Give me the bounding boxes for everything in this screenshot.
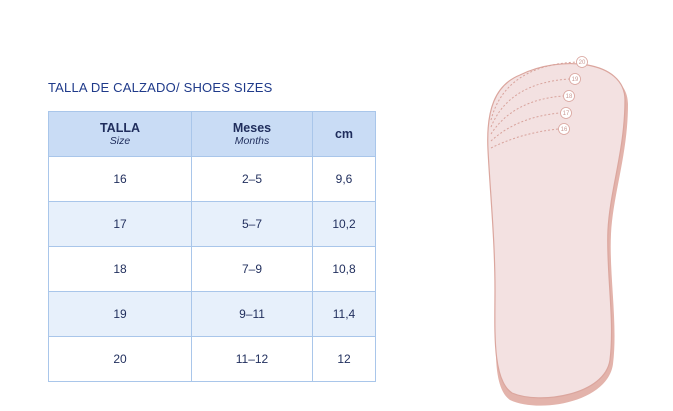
- header-label: cm: [334, 127, 354, 141]
- size-label: 16: [561, 127, 568, 133]
- table-cell: 17: [48, 201, 192, 247]
- table-cell: 10,2: [312, 201, 376, 247]
- header-label: Meses: [232, 121, 272, 135]
- table-row: 19 9–11 11,4: [48, 291, 376, 337]
- title: TALLA DE CALZADO/ SHOES SIZES: [48, 80, 273, 95]
- header-cell: cm: [312, 111, 376, 157]
- table-cell: 19: [48, 291, 192, 337]
- size-outline: [490, 78, 570, 128]
- size-marker: [560, 107, 572, 119]
- table-cell: 11,4: [312, 291, 376, 337]
- size-marker: [569, 73, 581, 85]
- header-sublabel: Size: [109, 135, 131, 147]
- header-row: TALLA Size Meses Months cm: [48, 111, 376, 157]
- size-marker: [563, 90, 575, 102]
- size-marker: [558, 123, 570, 135]
- table-row: 20 11–12 12: [48, 336, 376, 382]
- table-cell: 10,8: [312, 246, 376, 292]
- header-sublabel: Months: [234, 135, 270, 147]
- size-label: 17: [563, 111, 570, 117]
- header-label: TALLA: [99, 121, 141, 135]
- table-cell: 5–7: [191, 201, 313, 247]
- sole: [487, 62, 626, 399]
- table-cell: 20: [48, 336, 192, 382]
- size-outline: [490, 112, 561, 142]
- size-outline: [490, 61, 577, 121]
- size-label: 18: [566, 94, 573, 100]
- size-label: 20: [579, 60, 586, 66]
- table-cell: 18: [48, 246, 192, 292]
- size-label: 19: [572, 77, 579, 83]
- table-cell: 9–11: [191, 291, 313, 337]
- header-cell: Meses Months: [191, 111, 313, 157]
- table-row: 17 5–7 10,2: [48, 201, 376, 247]
- table-row: 18 7–9 10,8: [48, 246, 376, 292]
- size-table: TALLA Size Meses Months cm 16 2–5 9,6 17 5–7 10,2 1…: [48, 111, 376, 382]
- size-marker: [576, 56, 588, 68]
- table-cell: 12: [312, 336, 376, 382]
- table-cell: 11–12: [191, 336, 313, 382]
- table-cell: 16: [48, 156, 192, 202]
